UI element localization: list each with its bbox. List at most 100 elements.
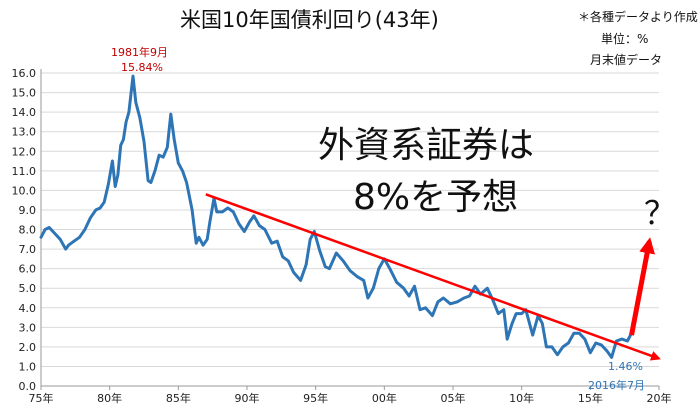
y-tick-label: 9.0 [19, 204, 37, 217]
data-point [506, 338, 509, 340]
data-point [349, 269, 351, 272]
data-point [114, 185, 117, 188]
data-point [258, 224, 261, 227]
data-point [511, 322, 513, 325]
data-point [134, 101, 137, 104]
data-point [53, 232, 56, 235]
data-point [122, 138, 125, 141]
data-point [372, 287, 375, 290]
y-tick-label: 10.0 [12, 184, 37, 197]
data-point [64, 248, 67, 250]
data-point [40, 236, 42, 239]
data-point [132, 75, 134, 78]
x-tick-label: 75年 [29, 391, 54, 405]
data-point [195, 242, 198, 245]
x-tick-label: 85年 [166, 391, 191, 405]
data-point [177, 162, 180, 164]
data-point [209, 220, 211, 223]
data-point [95, 209, 97, 211]
data-point [191, 209, 193, 211]
data-point [162, 156, 165, 159]
data-point [127, 111, 130, 114]
callout-line-2: 8%を予想 [353, 177, 519, 218]
y-tick-label: 4.0 [19, 302, 37, 315]
data-point [474, 285, 476, 288]
data-point [169, 113, 172, 115]
y-tick-label: 1.0 [19, 360, 37, 373]
unit-note: 単位：% [601, 32, 649, 46]
data-point [431, 314, 434, 317]
data-point [594, 342, 597, 344]
data-point [237, 222, 240, 225]
data-point [305, 263, 307, 266]
data-point [600, 344, 603, 346]
trend-line-arrow [205, 193, 661, 361]
y-tick-label: 7.0 [19, 243, 37, 256]
data-point [276, 240, 279, 243]
data-point [226, 207, 229, 209]
axes [40, 69, 660, 390]
data-point [248, 220, 251, 223]
data-point [149, 181, 152, 184]
data-point [561, 345, 564, 348]
y-tick-label: 15.0 [12, 87, 37, 100]
data-point [545, 345, 548, 348]
data-point [147, 179, 150, 182]
x-tick-label: 00年 [372, 391, 397, 405]
data-point [408, 295, 410, 297]
data-point [556, 353, 559, 356]
data-point [605, 349, 608, 352]
data-point [309, 238, 312, 241]
data-point [463, 297, 465, 299]
data-point [117, 173, 119, 176]
data-point [626, 340, 629, 342]
callout-line-1: 外資系証券は [318, 125, 535, 166]
data-point [84, 228, 86, 231]
data-point [252, 214, 255, 217]
data-point [292, 271, 295, 274]
data-point [67, 244, 70, 247]
x-tick-label: 05年 [441, 391, 466, 405]
data-point [497, 312, 500, 315]
data-point [215, 210, 218, 213]
data-point [44, 228, 47, 231]
x-tick-label: 15年 [578, 391, 603, 405]
data-point [143, 140, 145, 143]
data-point [202, 244, 204, 247]
data-point [572, 332, 575, 335]
data-point [263, 228, 266, 231]
series-layer [39, 74, 633, 359]
yield-series-line [39, 74, 633, 359]
y-tick-label: 8.0 [19, 224, 37, 237]
basis-note: 月末値データ [590, 53, 663, 67]
data-point [567, 342, 570, 344]
data-point [313, 230, 316, 233]
data-point [456, 300, 459, 303]
y-tick-label: 6.0 [19, 263, 37, 276]
chart-title: 米国10年国債利回り(43年) [180, 8, 439, 32]
data-point [355, 275, 358, 278]
data-point [395, 281, 398, 284]
data-point [531, 334, 534, 337]
data-point [520, 312, 523, 315]
x-tick-label: 80年 [97, 391, 122, 405]
data-point [324, 265, 327, 268]
data-point [589, 351, 592, 354]
data-point [610, 356, 613, 359]
data-point [243, 230, 246, 233]
data-point [388, 267, 391, 270]
data-point [59, 238, 62, 241]
data-point [198, 236, 200, 239]
data-point [138, 117, 141, 119]
x-tick-label: 20年 [647, 391, 672, 405]
data-point [166, 146, 169, 149]
data-point [270, 242, 273, 245]
data-point [583, 338, 586, 340]
data-point [181, 169, 184, 172]
data-point [48, 226, 51, 229]
data-point [173, 138, 176, 141]
data-point [206, 238, 209, 241]
data-point [366, 297, 369, 299]
data-point [342, 259, 345, 262]
y-tick-label: 13.0 [12, 126, 37, 139]
